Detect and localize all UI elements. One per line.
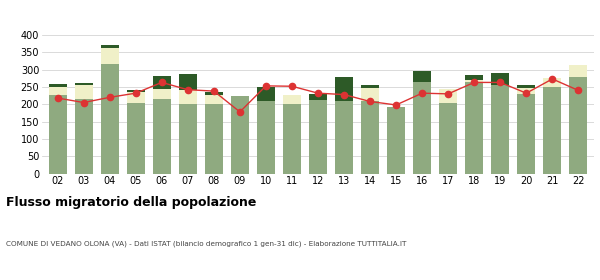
- Bar: [335, 77, 353, 101]
- Bar: [205, 95, 223, 104]
- Bar: [413, 82, 431, 174]
- Bar: [205, 92, 223, 95]
- Bar: [179, 104, 197, 174]
- Bar: [543, 87, 562, 174]
- Bar: [257, 87, 275, 101]
- Bar: [491, 85, 509, 174]
- Legend: Iscritti (da altri comuni), Iscritti (dall'estero), Iscritti (altri), Cancellati: Iscritti (da altri comuni), Iscritti (da…: [101, 0, 535, 2]
- Bar: [49, 87, 67, 95]
- Bar: [152, 99, 171, 174]
- Bar: [127, 92, 145, 102]
- Bar: [49, 84, 67, 87]
- Bar: [309, 94, 327, 100]
- Bar: [231, 95, 249, 174]
- Text: Flusso migratorio della popolazione: Flusso migratorio della popolazione: [6, 196, 256, 209]
- Bar: [439, 102, 457, 174]
- Bar: [465, 80, 484, 82]
- Bar: [74, 83, 93, 85]
- Bar: [439, 89, 457, 102]
- Bar: [127, 90, 145, 92]
- Bar: [465, 75, 484, 80]
- Bar: [361, 85, 379, 88]
- Bar: [361, 101, 379, 174]
- Bar: [335, 101, 353, 174]
- Bar: [152, 89, 171, 99]
- Bar: [283, 104, 301, 174]
- Bar: [283, 95, 301, 104]
- Bar: [465, 82, 484, 174]
- Bar: [179, 90, 197, 104]
- Bar: [491, 73, 509, 85]
- Bar: [309, 100, 327, 174]
- Bar: [179, 74, 197, 90]
- Text: COMUNE DI VEDANO OLONA (VA) - Dati ISTAT (bilancio demografico 1 gen-31 dic) - E: COMUNE DI VEDANO OLONA (VA) - Dati ISTAT…: [6, 241, 406, 247]
- Bar: [74, 85, 93, 99]
- Bar: [127, 102, 145, 174]
- Bar: [101, 64, 119, 174]
- Bar: [205, 104, 223, 174]
- Bar: [569, 77, 587, 174]
- Bar: [257, 101, 275, 174]
- Bar: [152, 76, 171, 89]
- Bar: [101, 48, 119, 64]
- Bar: [517, 85, 535, 88]
- Bar: [543, 78, 562, 87]
- Bar: [517, 94, 535, 174]
- Bar: [101, 45, 119, 48]
- Bar: [413, 71, 431, 82]
- Bar: [74, 99, 93, 174]
- Bar: [49, 95, 67, 174]
- Bar: [517, 88, 535, 94]
- Bar: [361, 88, 379, 101]
- Bar: [569, 65, 587, 77]
- Bar: [387, 107, 405, 174]
